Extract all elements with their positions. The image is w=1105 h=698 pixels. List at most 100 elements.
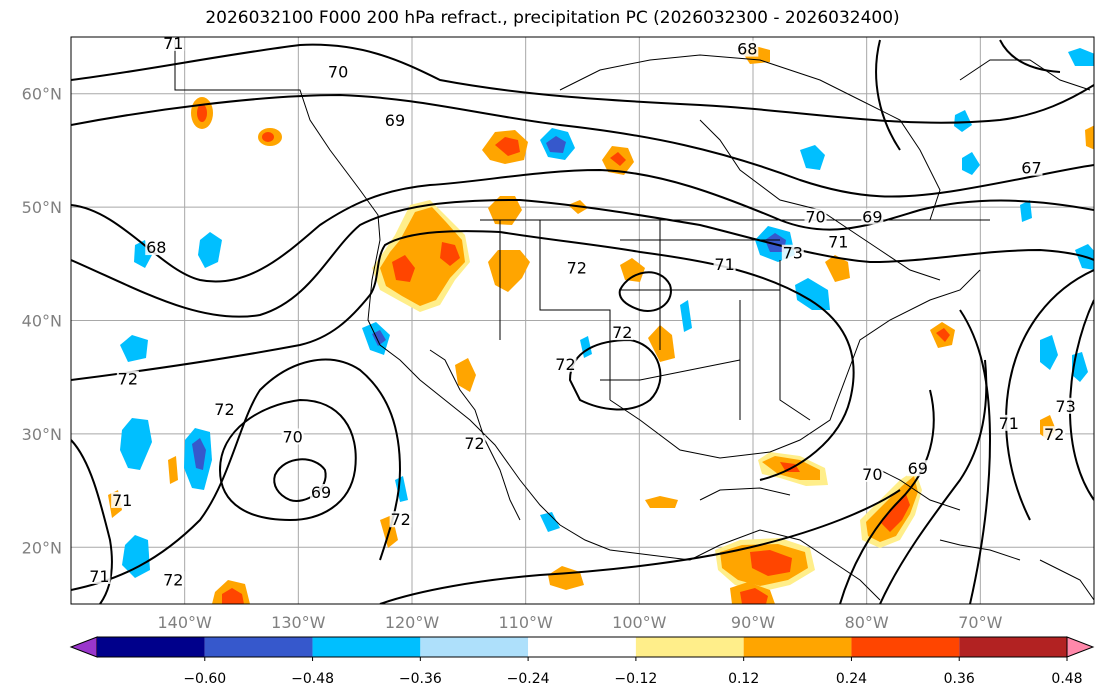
contour-label: 72: [464, 434, 484, 453]
contour-label: 72: [390, 510, 410, 529]
longitude-labels: 140°W 130°W 120°W 110°W 100°W 90°W 80°W 70°W: [157, 613, 1002, 632]
contour-label-bg: [383, 112, 406, 129]
colorbar: −0.60 −0.48 −0.36 −0.24 −0.12 0.12 0.24 0.36 0.4…: [69, 636, 1095, 687]
coastlines-and-borders: [174, 40, 1094, 601]
contour-label: 70: [862, 465, 882, 484]
contour-label-bg: [213, 401, 236, 418]
contour-label-bg: [162, 571, 185, 588]
lon-tick-label: 130°W: [271, 613, 326, 632]
contour-label-bg: [1020, 159, 1043, 176]
gridlines: [71, 37, 1094, 604]
contour-label: 70: [328, 62, 348, 81]
contour-label-bg: [162, 37, 185, 51]
lon-tick-label: 110°W: [498, 613, 553, 632]
contour-label: 71: [828, 232, 848, 251]
contour-label: 73: [783, 244, 803, 263]
colorbar-swatch: [959, 637, 1067, 657]
colorbar-swatch: [851, 637, 960, 657]
contour-label: 71: [112, 491, 132, 510]
colorbar-tick-label: −0.36: [399, 671, 442, 687]
contour-label-bg: [861, 465, 884, 482]
latitude-labels: 20°N 30°N 40°N 50°N 60°N: [22, 85, 62, 558]
contour-label: 72: [118, 370, 138, 389]
colorbar-tick-label: 0.24: [836, 671, 867, 687]
contour-label-bg: [327, 63, 350, 80]
contour-label-bg: [111, 491, 134, 508]
colorbar-over-arrow: [1066, 636, 1095, 658]
contour-label-bg: [554, 355, 577, 372]
contour-labels: 7170696868676970717372727272727069727171…: [88, 34, 1077, 589]
contour-label-bg: [781, 244, 804, 261]
contour-label: 73: [1055, 397, 1075, 416]
colorbar-tick-label: 0.12: [728, 671, 759, 687]
contour-label: 71: [714, 255, 734, 274]
contour-label: 68: [737, 40, 757, 59]
contour-label: 69: [311, 483, 331, 502]
colorbar-tick-label: −0.48: [291, 671, 334, 687]
contour-label-bg: [997, 414, 1020, 431]
colorbar-swatch: [743, 637, 852, 657]
colorbar-swatch: [312, 637, 421, 657]
contour-label-bg: [827, 233, 850, 250]
contour-label: 69: [908, 459, 928, 478]
colorbar-tick-label: 0.36: [944, 671, 975, 687]
map-title: 2026032100 F000 200 hPa refract., precip…: [205, 8, 900, 28]
map-area: 7170696868676970717372727272727069727171…: [71, 34, 1094, 604]
lon-tick-label: 90°W: [731, 613, 775, 632]
colorbar-tick-label: −0.60: [183, 671, 226, 687]
colorbar-under-arrow: [69, 636, 98, 658]
contour-label: 69: [385, 111, 405, 130]
contour-label-bg: [906, 460, 929, 477]
contour-label: 71: [89, 567, 109, 586]
contour-label-bg: [389, 511, 412, 528]
lon-tick-label: 140°W: [157, 613, 212, 632]
lon-tick-label: 120°W: [385, 613, 440, 632]
colorbar-swatch: [528, 637, 636, 657]
contour-label: 72: [1044, 425, 1064, 444]
contour-label: 67: [1021, 159, 1041, 178]
contour-label: 72: [214, 400, 234, 419]
refractivity-contours: [71, 39, 1094, 604]
contour-label: 68: [146, 238, 166, 257]
contour-label-bg: [611, 324, 634, 341]
contour-label-bg: [565, 259, 588, 276]
contour-label-bg: [463, 435, 486, 452]
colorbar-swatch: [204, 637, 313, 657]
lon-tick-label: 70°W: [958, 613, 1002, 632]
contour-label-bg: [1054, 397, 1077, 414]
contour-label: 71: [999, 414, 1019, 433]
colorbar-tick-label: 0.48: [1051, 671, 1082, 687]
lat-tick-label: 40°N: [22, 312, 62, 331]
lat-tick-label: 30°N: [22, 425, 62, 444]
contour-label-bg: [736, 40, 759, 57]
contour-label: 72: [612, 323, 632, 342]
contour-label: 69: [862, 207, 882, 226]
contour-label-bg: [713, 256, 736, 273]
contour-label: 72: [555, 355, 575, 374]
contour-label-bg: [145, 239, 168, 256]
lon-tick-label: 100°W: [612, 613, 667, 632]
lat-tick-label: 50°N: [22, 198, 62, 217]
contour-label-bg: [281, 428, 304, 445]
lat-tick-label: 20°N: [22, 538, 62, 557]
colorbar-swatch: [635, 637, 744, 657]
contour-label-bg: [1043, 426, 1066, 443]
contour-label-bg: [310, 484, 333, 501]
map-frame: [70, 36, 1095, 605]
colorbar-tick-label: −0.24: [507, 671, 550, 687]
contour-label: 71: [163, 34, 183, 53]
contour-label-bg: [861, 208, 884, 225]
contour-label-bg: [88, 567, 111, 584]
lat-tick-label: 60°N: [22, 85, 62, 104]
contour-label-bg: [116, 370, 139, 387]
colorbar-swatch: [97, 637, 205, 657]
lon-tick-label: 80°W: [845, 613, 889, 632]
contour-label: 72: [163, 570, 183, 589]
colorbar-swatch: [420, 637, 529, 657]
contour-label-bg: [804, 208, 827, 225]
contour-label: 72: [567, 258, 587, 277]
contour-label: 70: [282, 427, 302, 446]
colorbar-tick-label: −0.12: [614, 671, 657, 687]
contour-label: 70: [805, 207, 825, 226]
